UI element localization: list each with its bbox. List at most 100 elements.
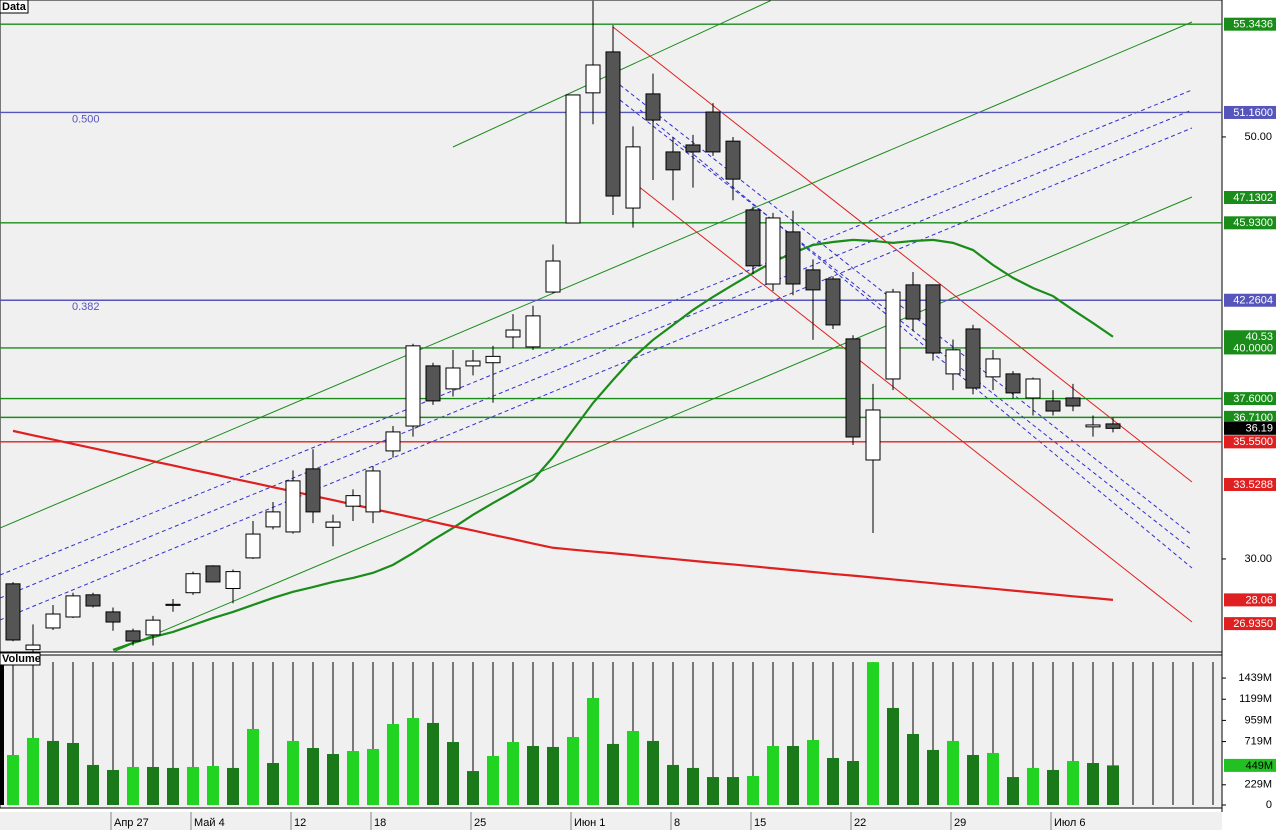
candle-body [305, 468, 321, 513]
volume-bar [147, 766, 159, 805]
candle-body [245, 533, 261, 559]
volume-bar [207, 766, 219, 805]
candle-body [745, 209, 761, 267]
candle-body [405, 345, 421, 427]
candle-body [945, 349, 961, 375]
candle-body [205, 565, 221, 583]
y-tick-label: 1199M [1239, 693, 1272, 705]
volume-bar [47, 740, 59, 805]
level-label: 51.1600 [1233, 107, 1273, 119]
level-label-box [1224, 410, 1276, 424]
date-axis [0, 812, 1222, 830]
level-label-box [1224, 435, 1276, 449]
candle-body [925, 284, 941, 354]
level-label-box [1224, 477, 1276, 491]
x-tick-label: Апр 27 [114, 817, 149, 829]
volume-bar [1067, 760, 1079, 805]
volume-bar [827, 757, 839, 805]
candle-body [865, 409, 881, 461]
fib-label: 0.382 [72, 301, 100, 313]
volume-bar [727, 777, 739, 805]
candle-body [1085, 424, 1101, 428]
candle-body [805, 269, 821, 291]
volume-bar [67, 742, 79, 805]
trend-line [0, 89, 1193, 576]
volume-bar [787, 745, 799, 805]
candle-body [965, 328, 981, 389]
volume-bar [807, 739, 819, 805]
title-box [0, 0, 29, 14]
volume-bar [247, 728, 259, 805]
trend-line [619, 84, 1193, 536]
level-label: 33.5288 [1233, 479, 1273, 491]
trend-line [612, 26, 1193, 483]
trend-line [0, 109, 1193, 599]
candle-body [885, 291, 901, 380]
y-tick-label: 0 [1266, 799, 1272, 811]
x-tick-label: Июн 1 [574, 817, 605, 829]
volume-bar [867, 662, 879, 805]
volume-bar [7, 754, 19, 805]
volume-bar [587, 697, 599, 805]
candle-body [465, 360, 481, 367]
x-tick-label: 22 [854, 817, 866, 829]
trend-line [0, 127, 1193, 621]
volume-bar [567, 736, 579, 805]
volume-bar [707, 777, 719, 805]
trend-line [0, 21, 1193, 529]
volume-bar [347, 751, 359, 805]
candle-body [1045, 400, 1061, 412]
level-label-box [1224, 216, 1276, 230]
candle-body [585, 64, 601, 94]
title-box [0, 652, 41, 666]
x-tick-label: 8 [674, 817, 680, 829]
level-label-box [1224, 293, 1276, 307]
volume-bar [107, 769, 119, 805]
candle-body [705, 111, 721, 153]
level-label-box [1224, 593, 1276, 607]
level-label-box [1224, 330, 1276, 344]
candle-body [1025, 378, 1041, 399]
y-tick-label: 1439M [1238, 672, 1272, 684]
candle-body [725, 140, 741, 180]
volume-bar [327, 754, 339, 805]
level-label-box [1224, 17, 1276, 31]
level-label: 55.3436 [1233, 19, 1273, 31]
candle-body [5, 583, 21, 641]
level-label-box [1224, 758, 1276, 772]
candle-body [425, 365, 441, 402]
volume-bar [747, 775, 759, 805]
candle-body [685, 144, 701, 153]
level-label: 36.7100 [1233, 412, 1273, 424]
candle-body [905, 284, 921, 320]
volume-bar [287, 740, 299, 805]
level-label: 26.9350 [1233, 618, 1273, 630]
candle-body [285, 480, 301, 533]
candle-body [1065, 397, 1081, 407]
level-label-box [1224, 392, 1276, 406]
volume-bar [887, 707, 899, 805]
candle-body [325, 521, 341, 528]
candle-body [45, 613, 61, 629]
volume-bar [367, 748, 379, 805]
y-tick-label: 959M [1244, 714, 1272, 726]
candle-body [25, 644, 41, 651]
candle-body [525, 315, 541, 348]
volume-bar [647, 740, 659, 805]
volume-bar [387, 724, 399, 805]
candle-body [665, 151, 681, 171]
level-label-box [1224, 617, 1276, 631]
volume-axis-strip [0, 662, 4, 805]
fib-label: 0.500 [72, 113, 100, 125]
volume-bar [407, 718, 419, 805]
level-label: 37.6000 [1233, 393, 1273, 405]
volume-bar [127, 766, 139, 805]
volume-bar [487, 755, 499, 805]
candle-body [445, 367, 461, 390]
y-tick-label: 719M [1244, 735, 1272, 747]
trend-line [619, 99, 1193, 551]
volume-bar [1047, 769, 1059, 805]
volume-bar [907, 733, 919, 805]
volume-bar [1027, 767, 1039, 805]
